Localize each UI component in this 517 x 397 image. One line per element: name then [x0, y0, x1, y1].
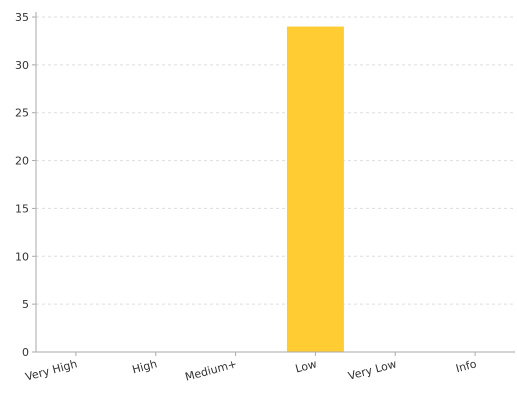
grid-lines	[36, 16, 515, 305]
y-tick-label: 30	[15, 59, 29, 72]
x-tick-label: High	[131, 357, 159, 376]
y-tick-label: 20	[15, 155, 29, 168]
x-tick-label: Very Low	[347, 357, 398, 382]
y-tick-label: 15	[15, 202, 29, 215]
y-tick-label: 35	[15, 11, 29, 24]
x-tick-labels: Very High High Medium+ Low Very Low Info	[24, 352, 478, 384]
x-tick-label: Very High	[24, 357, 79, 383]
y-tick-label: 5	[22, 298, 29, 311]
y-tick-label: 10	[15, 250, 29, 263]
x-tick-label: Info	[454, 357, 478, 375]
x-tick-label: Medium+	[184, 357, 239, 383]
y-tick-label: 25	[15, 107, 29, 120]
axes	[35, 12, 515, 353]
bar-low	[286, 26, 344, 352]
bars	[286, 26, 344, 352]
y-tick-label: 0	[22, 346, 29, 359]
x-tick-label: Low	[294, 357, 318, 375]
y-tick-labels: 0 5 10 15 20 25 30 35	[15, 11, 36, 359]
